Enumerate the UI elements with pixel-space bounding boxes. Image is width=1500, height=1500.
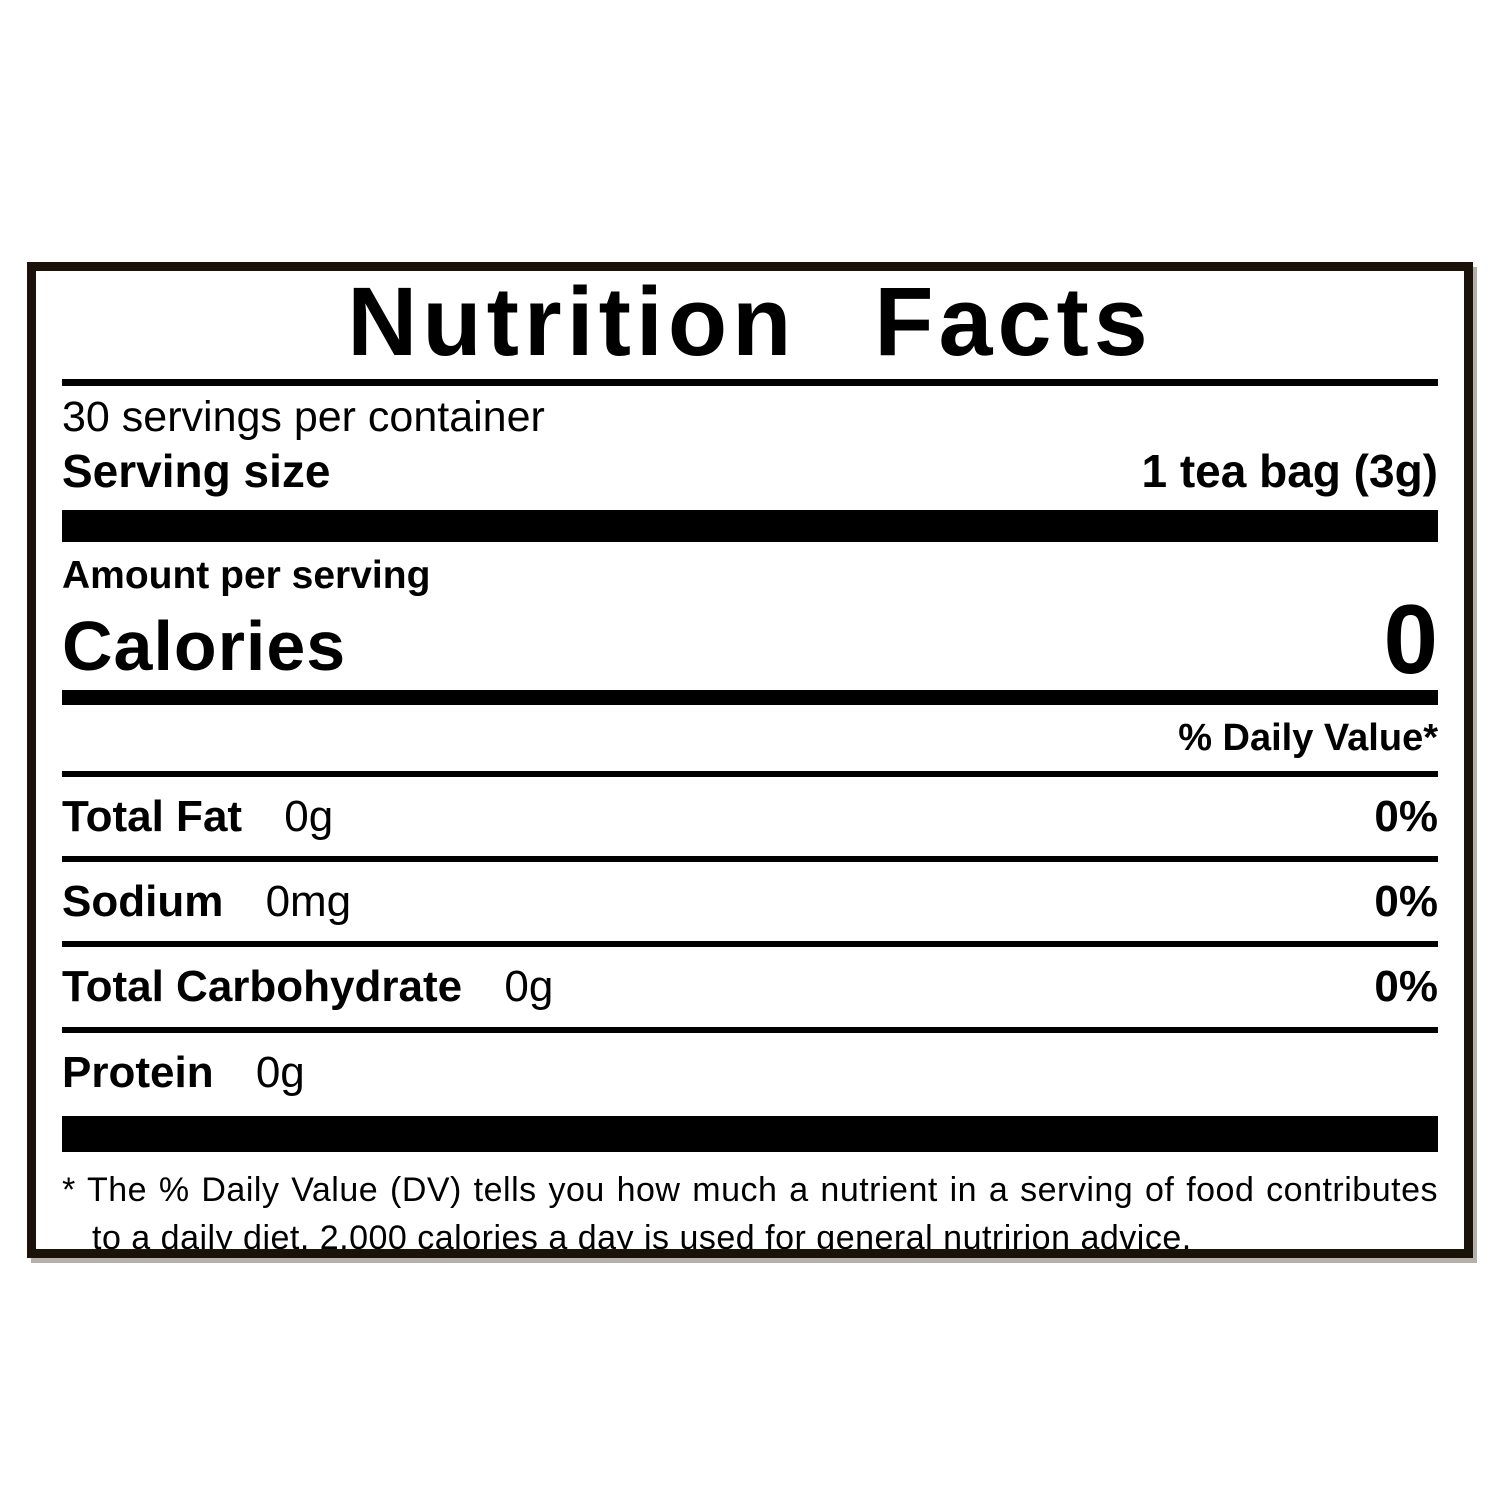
nutrient-row-sodium: Sodium 0mg 0% — [62, 862, 1438, 941]
footnote: * The % Daily Value (DV) tells you how m… — [62, 1166, 1438, 1258]
title-divider-rule — [62, 378, 1438, 386]
nutrient-daily-value: 0% — [1374, 962, 1438, 1012]
daily-value-header: % Daily Value* — [1178, 717, 1438, 760]
nutrient-row-protein: Protein 0g — [62, 1033, 1438, 1112]
footnote-asterisk: * — [62, 1170, 76, 1209]
nutrient-name: Sodium — [62, 877, 224, 927]
label-title: Nutrition Facts — [347, 267, 1153, 376]
nutrient-left: Total Carbohydrate 0g — [62, 962, 553, 1011]
serving-size-row: Serving size 1 tea bag (3g) — [62, 445, 1438, 498]
nutrient-row-total-fat: Total Fat 0g 0% — [62, 777, 1438, 856]
footnote-text: The % Daily Value (DV) tells you how muc… — [86, 1170, 1438, 1258]
nutrient-name: Total Fat — [62, 791, 243, 841]
calories-row: Calories 0 — [62, 584, 1438, 695]
amount-per-serving-label: Amount per serving — [62, 554, 431, 598]
nutrition-facts-label: Nutrition Facts 30 servings per containe… — [27, 262, 1473, 1258]
nutrient-daily-value: 0% — [1374, 877, 1438, 927]
nutrient-amount: 0g — [255, 1047, 305, 1097]
nutrient-left: Protein 0g — [62, 1048, 305, 1097]
nutrient-daily-value: 0% — [1374, 791, 1438, 841]
nutrient-left: Sodium 0mg — [62, 877, 351, 926]
nutrient-name: Protein — [62, 1047, 214, 1097]
row-divider-rule — [62, 1026, 1438, 1033]
row-divider-rule — [62, 941, 1438, 948]
nutrient-row-total-carbohydrate: Total Carbohydrate 0g 0% — [62, 947, 1438, 1026]
nutrient-amount: 0g — [504, 962, 554, 1012]
nutrient-name: Total Carbohydrate — [62, 962, 463, 1012]
calories-section-bar — [62, 690, 1438, 706]
serving-size-value: 1 tea bag (3g) — [1141, 445, 1438, 498]
nutrient-amount: 0g — [284, 791, 334, 841]
calories-value: 0 — [1383, 584, 1438, 695]
nutrient-left: Total Fat 0g — [62, 792, 333, 841]
calories-label: Calories — [62, 606, 347, 685]
footnote-section-bar — [62, 1115, 1438, 1152]
nutrient-amount: 0mg — [265, 877, 352, 927]
header-section-bar — [62, 510, 1438, 543]
row-divider-rule — [62, 856, 1438, 863]
daily-value-divider-rule — [62, 770, 1438, 777]
serving-size-label: Serving size — [62, 445, 331, 498]
servings-per-container-text: 30 servings per container — [62, 392, 545, 441]
